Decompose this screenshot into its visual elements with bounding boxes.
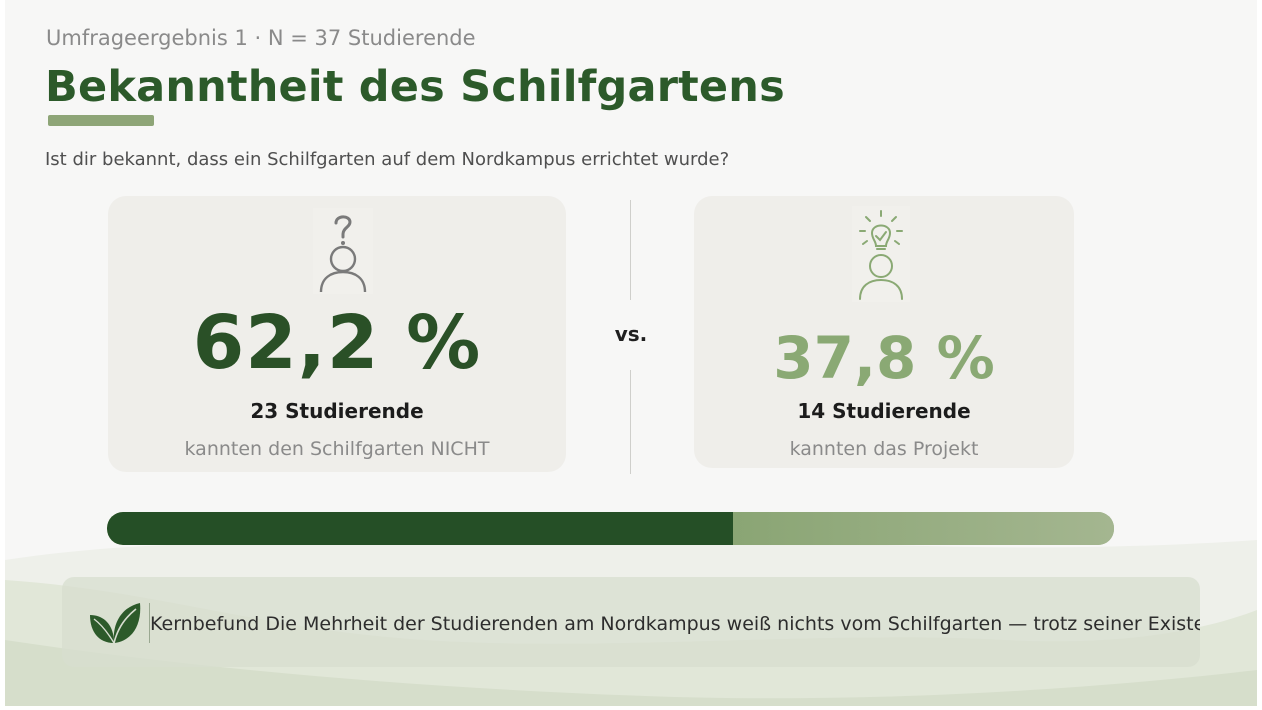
- percent-known: 37,8 %: [773, 324, 995, 392]
- card-not-known: 62,2 % 23 Studierende kannten den Schilf…: [108, 196, 566, 472]
- title-underline: [48, 115, 154, 126]
- person-question-icon: [313, 208, 373, 294]
- caption-not-known: kannten den Schilfgarten NICHT: [184, 438, 490, 460]
- survey-question: Ist dir bekannt, dass ein Schilfgarten a…: [45, 149, 730, 170]
- proportion-bar: [107, 512, 1114, 545]
- bar-segment-known: [733, 512, 1114, 545]
- card-known: 37,8 % 14 Studierende kannten das Projek…: [694, 196, 1074, 468]
- divider-top: [630, 200, 631, 300]
- key-finding-box: Kernbefund Die Mehrheit der Studierenden…: [62, 577, 1200, 667]
- slide: Umfrageergebnis 1 · N = 37 Studierende B…: [5, 0, 1257, 706]
- percent-not-known: 62,2 %: [192, 300, 482, 386]
- person-lightbulb-icon: [852, 206, 910, 302]
- page-title: Bekanntheit des Schilfgartens: [45, 62, 785, 112]
- versus-label: vs.: [614, 322, 648, 346]
- finding-separator: [149, 603, 150, 643]
- leaf-icon: [90, 603, 141, 644]
- survey-kicker: Umfrageergebnis 1 · N = 37 Studierende: [46, 26, 476, 50]
- count-known: 14 Studierende: [797, 399, 971, 423]
- divider-bottom: [630, 370, 631, 474]
- caption-known: kannten das Projekt: [789, 438, 979, 460]
- bar-segment-not-known: [107, 512, 734, 545]
- count-not-known: 23 Studierende: [250, 399, 424, 423]
- key-finding-text: Kernbefund Die Mehrheit der Studierenden…: [150, 613, 1200, 635]
